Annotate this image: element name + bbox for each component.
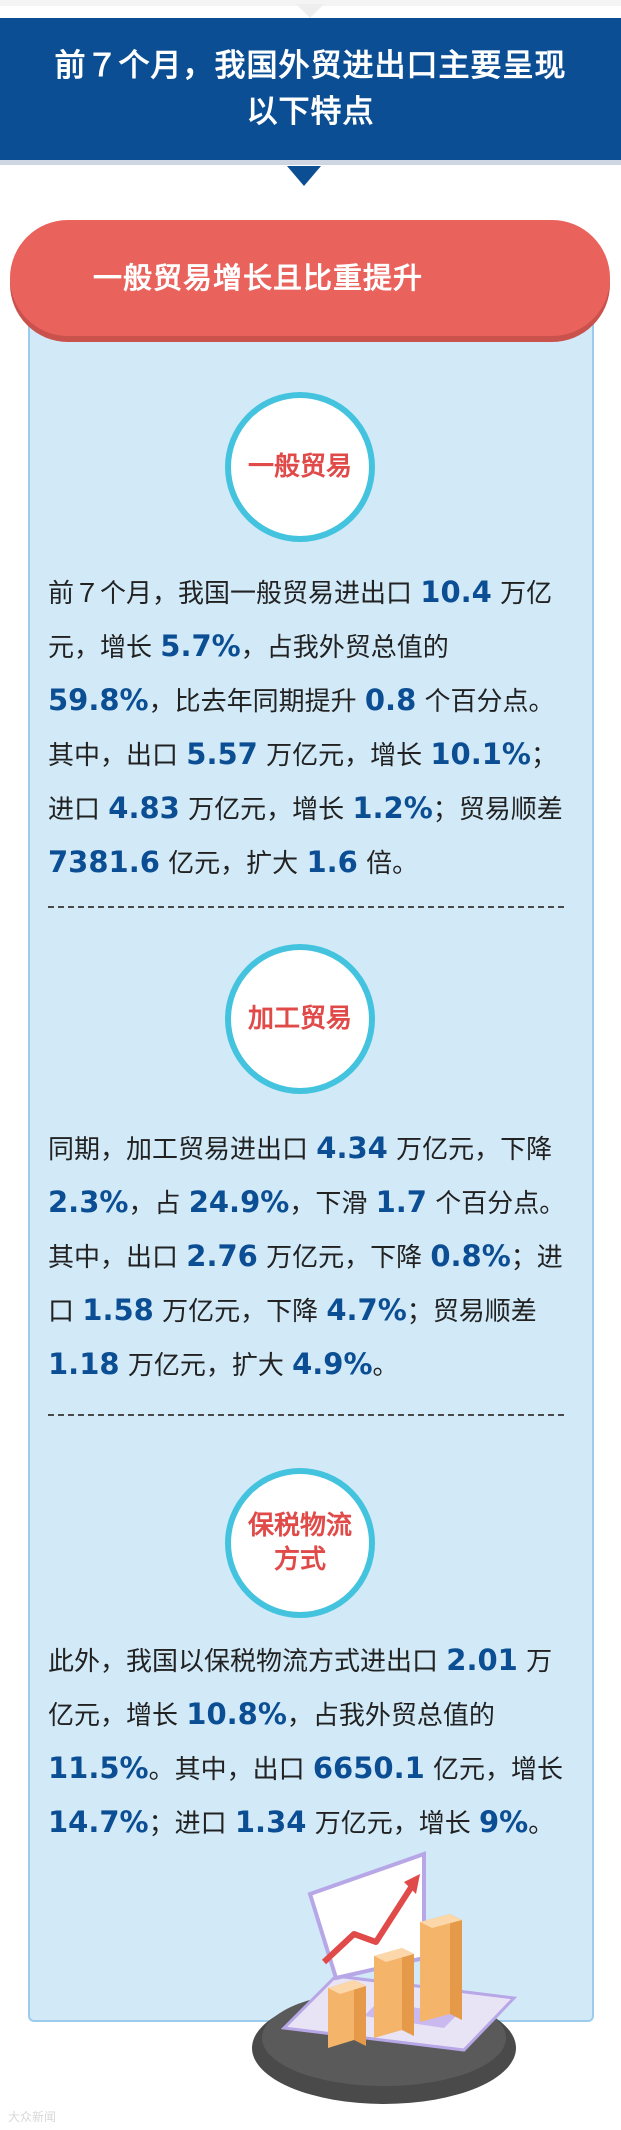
- banner-title: 一般贸易增长且比重提升: [93, 261, 424, 295]
- highlight-figure: 4.83: [108, 791, 180, 825]
- section-banner: 一般贸易增长且比重提升: [10, 220, 610, 336]
- highlight-figure: 1.2%: [352, 791, 433, 825]
- paragraph-text: 个百分点。其中，出口: [48, 687, 555, 771]
- header-down-arrow-icon: [287, 166, 321, 186]
- paragraph-text: ；进口: [148, 1809, 235, 1839]
- highlight-figure: 4.7%: [326, 1293, 407, 1327]
- paragraph-text: ，占: [128, 1189, 189, 1219]
- paragraph-text: 此外，我国以保税物流方式进出口: [48, 1647, 447, 1677]
- header-title: 前７个月，我国外贸进出口主要呈现以下特点: [54, 48, 567, 130]
- content-panel: [28, 280, 594, 2022]
- highlight-figure: 4.34: [316, 1131, 388, 1165]
- paragraph-text: 前７个月，我国一般贸易进出口: [48, 579, 421, 609]
- paragraph-text: 万亿元，增长: [48, 579, 553, 663]
- circle-label: 保税物流方式: [247, 1511, 352, 1575]
- paragraph-text: 万亿元，下降: [153, 1297, 327, 1327]
- top-strip: [0, 0, 621, 6]
- paragraph-text: 。其中，出口: [148, 1755, 313, 1785]
- highlight-figure: 24.9%: [188, 1185, 290, 1219]
- highlight-figure: 0.8%: [430, 1239, 511, 1273]
- paragraph-text: 万亿元，增长: [179, 795, 353, 825]
- highlight-figure: 10.4: [420, 575, 492, 609]
- paragraph-text: 同期，加工贸易进出口: [48, 1135, 317, 1165]
- highlight-figure: 9%: [478, 1805, 529, 1839]
- paragraph-text: 倍。: [357, 849, 419, 879]
- highlight-figure: 7381.6: [48, 845, 160, 879]
- paragraph-text: 。: [528, 1809, 555, 1839]
- paragraph-text: ，占我外贸总值的: [240, 633, 449, 663]
- processing-trade-paragraph: 同期，加工贸易进出口 4.34 万亿元，下降 2.3%，占 24.9%，下滑 1…: [48, 1122, 574, 1392]
- paragraph-text: 亿元，增长: [424, 1755, 564, 1785]
- highlight-figure: 1.6: [306, 845, 358, 879]
- divider: [48, 1414, 564, 1416]
- paragraph-text: 。: [372, 1351, 399, 1381]
- highlight-figure: 11.5%: [48, 1751, 149, 1785]
- paragraph-text: ；贸易顺差: [432, 795, 563, 825]
- highlight-figure: 10.8%: [186, 1697, 287, 1731]
- highlight-figure: 5.7%: [160, 629, 241, 663]
- paragraph-text: 万亿元，增长: [257, 741, 431, 771]
- general-trade-paragraph: 前７个月，我国一般贸易进出口 10.4 万亿元，增长 5.7%，占我外贸总值的 …: [48, 566, 574, 890]
- highlight-figure: 1.7: [375, 1185, 427, 1219]
- highlight-figure: 2.76: [186, 1239, 258, 1273]
- paragraph-text: ，占我外贸总值的: [286, 1701, 495, 1731]
- watermark: 大众新闻: [8, 2110, 57, 2124]
- paragraph-text: ；进口: [48, 741, 557, 825]
- paragraph-text: 万亿元，增长: [48, 1647, 553, 1731]
- paragraph-text: 万亿元，下降: [257, 1243, 431, 1273]
- circle-badge-processing-trade: 加工贸易: [225, 944, 375, 1094]
- highlight-figure: 1.58: [82, 1293, 154, 1327]
- paragraph-text: 个百分点。其中，出口: [48, 1189, 566, 1273]
- paragraph-text: 亿元，扩大: [159, 849, 307, 879]
- highlight-figure: 59.8%: [48, 683, 149, 717]
- bonded-logistics-paragraph: 此外，我国以保税物流方式进出口 2.01 万亿元，增长 10.8%，占我外贸总值…: [48, 1634, 574, 1850]
- circle-badge-bonded-logistics: 保税物流方式: [225, 1468, 375, 1618]
- highlight-figure: 1.34: [234, 1805, 307, 1839]
- highlight-figure: 14.7%: [48, 1805, 149, 1839]
- paragraph-text: 万亿元，下降: [387, 1135, 553, 1165]
- circle-label: 加工贸易: [247, 1004, 352, 1034]
- circle-label: 一般贸易: [247, 452, 352, 482]
- highlight-figure: 0.8: [364, 683, 417, 717]
- paragraph-text: ，比去年同期提升: [148, 687, 365, 717]
- highlight-figure: 5.57: [186, 737, 258, 771]
- highlight-figure: 6650.1: [312, 1751, 425, 1785]
- top-notch: [296, 4, 324, 18]
- paragraph-text: 万亿元，增长: [306, 1809, 479, 1839]
- paragraph-text: ；进口: [48, 1243, 563, 1327]
- paragraph-text: 万亿元，扩大: [119, 1351, 293, 1381]
- circle-badge-general-trade: 一般贸易: [225, 392, 375, 542]
- highlight-figure: 4.9%: [292, 1347, 373, 1381]
- paragraph-text: ；贸易顺差: [406, 1297, 537, 1327]
- header-bar: 前７个月，我国外贸进出口主要呈现以下特点: [0, 18, 621, 160]
- highlight-figure: 10.1%: [430, 737, 531, 771]
- laptop-chart-illustration-icon: [252, 1851, 518, 2104]
- highlight-figure: 2.3%: [48, 1185, 129, 1219]
- highlight-figure: 1.18: [48, 1347, 120, 1381]
- highlight-figure: 2.01: [446, 1643, 518, 1677]
- divider: [48, 906, 564, 908]
- paragraph-text: ，下滑: [289, 1189, 376, 1219]
